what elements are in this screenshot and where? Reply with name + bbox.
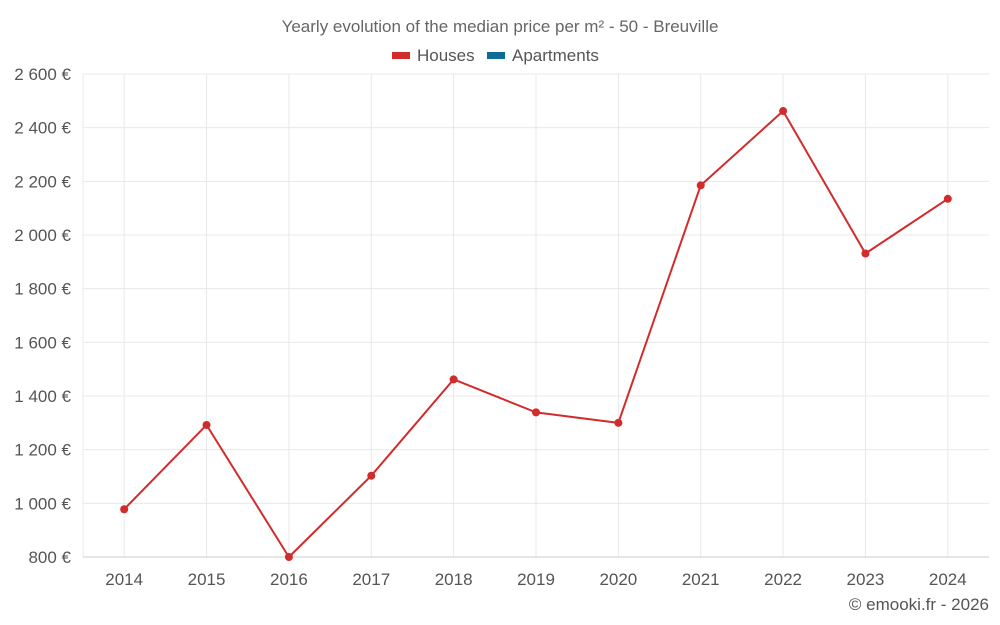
- x-tick-label: 2014: [105, 570, 143, 589]
- x-tick-label: 2020: [599, 570, 637, 589]
- credit-label: © emooki.fr - 2026: [849, 595, 989, 614]
- data-point[interactable]: [614, 418, 623, 427]
- data-point[interactable]: [943, 194, 952, 203]
- data-point[interactable]: [202, 420, 211, 429]
- legend-swatch: [487, 52, 505, 59]
- y-tick-label: 2 400 €: [14, 119, 71, 138]
- y-tick-label: 1 400 €: [14, 387, 71, 406]
- y-tick-label: 1 000 €: [14, 494, 71, 513]
- data-point[interactable]: [532, 408, 540, 417]
- y-tick-label: 1 800 €: [14, 280, 71, 299]
- y-tick-label: 2 600 €: [14, 65, 71, 84]
- x-tick-label: 2021: [682, 570, 720, 589]
- y-axis: 800 € 1 000 € 1 200 € 1 400 € 1 600 € 1 800 €…: [14, 65, 71, 567]
- x-tick-label: 2024: [929, 570, 967, 589]
- data-point[interactable]: [120, 505, 129, 514]
- x-tick-label: 2018: [435, 570, 473, 589]
- y-tick-label: 1 600 €: [14, 333, 71, 352]
- legend-label: Houses: [417, 46, 475, 65]
- legend-item-apartments[interactable]: Apartments: [487, 46, 599, 65]
- series-houses: [120, 107, 952, 561]
- x-tick-label: 2022: [764, 570, 802, 589]
- legend[interactable]: Houses Apartments: [392, 46, 599, 65]
- x-tick-label: 2017: [352, 570, 390, 589]
- series-layer: [120, 107, 952, 561]
- legend-item-houses[interactable]: Houses: [392, 46, 475, 65]
- data-point[interactable]: [284, 553, 293, 561]
- x-tick-label: 2016: [270, 570, 308, 589]
- legend-label: Apartments: [512, 46, 599, 65]
- chart-title: Yearly evolution of the median price per…: [282, 17, 719, 36]
- grid: [82, 73, 989, 557]
- data-point[interactable]: [696, 181, 705, 190]
- y-tick-label: 2 200 €: [14, 172, 71, 191]
- data-point[interactable]: [367, 471, 376, 480]
- x-tick-label: 2019: [517, 570, 555, 589]
- x-axis: 2014 2015 2016 2017 2018 2019 2020 2021 2022 2023…: [83, 556, 989, 589]
- x-tick-label: 2015: [188, 570, 226, 589]
- y-tick-label: 2 000 €: [14, 226, 71, 245]
- data-point[interactable]: [861, 249, 870, 258]
- y-tick-label: 800 €: [28, 548, 71, 567]
- data-point[interactable]: [449, 375, 458, 384]
- legend-swatch: [392, 52, 410, 59]
- x-tick-label: 2023: [847, 570, 885, 589]
- data-point[interactable]: [779, 107, 788, 116]
- y-tick-label: 1 200 €: [14, 441, 71, 460]
